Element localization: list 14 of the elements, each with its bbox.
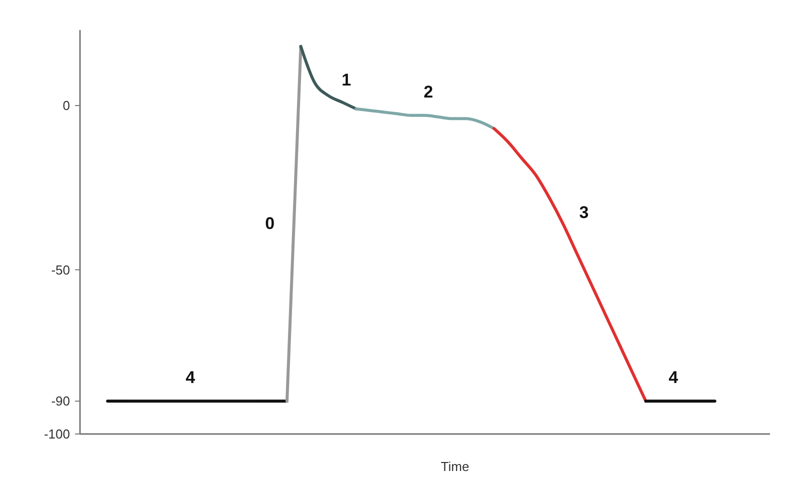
line-series bbox=[354, 107, 496, 130]
series-label: 4 bbox=[186, 368, 196, 388]
series-label: 1 bbox=[342, 70, 352, 90]
series-label: 0 bbox=[265, 214, 275, 233]
series-label: 2 bbox=[424, 82, 434, 102]
line-series bbox=[299, 44, 358, 110]
series-label: 4 bbox=[668, 368, 679, 388]
line-series bbox=[492, 127, 648, 403]
y-tick-label: -50 bbox=[51, 262, 70, 278]
x-axis-title: Time bbox=[440, 459, 470, 474]
y-tick-label: -100 bbox=[44, 426, 70, 442]
y-tick-label: 0 bbox=[62, 98, 70, 114]
series-label: 3 bbox=[579, 203, 589, 222]
y-tick-label: -90 bbox=[51, 394, 70, 409]
